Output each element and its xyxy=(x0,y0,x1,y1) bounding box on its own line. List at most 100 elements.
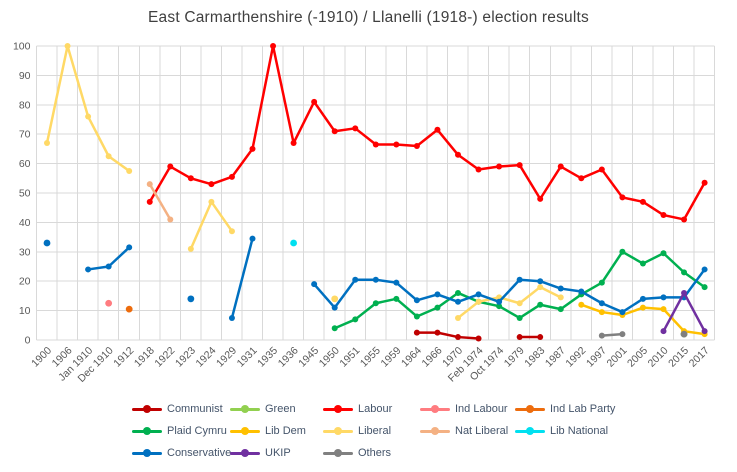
legend-label: Nat Liberal xyxy=(455,425,509,437)
data-point xyxy=(311,281,318,288)
data-point xyxy=(434,126,441,133)
y-tick-label: 10 xyxy=(19,305,31,317)
data-point xyxy=(85,266,92,273)
data-point xyxy=(352,125,359,132)
series-line xyxy=(312,268,706,314)
legend-item-conservative[interactable]: Conservative xyxy=(132,446,231,460)
data-point xyxy=(187,245,194,252)
data-point xyxy=(105,263,112,270)
y-axis-labels: 0 10 20 30 40 50 60 70 80 90 100 xyxy=(13,41,31,347)
series-ind-labour xyxy=(105,299,113,307)
legend-marker-icon xyxy=(241,449,249,457)
data-point xyxy=(249,145,256,152)
x-tick-label: 1951 xyxy=(337,345,362,370)
data-point xyxy=(639,260,646,267)
legend-swatch-labour xyxy=(323,405,353,413)
data-point xyxy=(413,313,420,320)
legend-label: Green xyxy=(265,403,296,415)
legend-label: Lib Dem xyxy=(265,425,306,437)
data-point xyxy=(557,285,564,292)
data-point xyxy=(660,294,667,301)
legend-label: Communist xyxy=(167,403,223,415)
data-point xyxy=(208,198,215,205)
series-line xyxy=(456,285,562,320)
data-point xyxy=(516,334,523,341)
legend-item-ind-labour[interactable]: Ind Labour xyxy=(420,402,508,416)
x-tick-label: 1997 xyxy=(584,345,609,370)
data-point xyxy=(126,167,133,174)
legend-swatch-ukip xyxy=(230,449,260,457)
legend-item-communist[interactable]: Communist xyxy=(132,402,223,416)
data-point xyxy=(701,266,708,273)
data-point xyxy=(475,166,482,173)
gridlines-horizontal xyxy=(36,45,715,341)
legend-item-ukip[interactable]: UKIP xyxy=(230,446,291,460)
data-point xyxy=(681,289,688,296)
data-point xyxy=(639,295,646,302)
series-labour xyxy=(146,43,708,223)
y-tick-label: 70 xyxy=(19,129,31,141)
x-tick-label: 1922 xyxy=(152,345,177,370)
data-point xyxy=(598,279,605,286)
data-point xyxy=(43,239,51,247)
series-ind-lab-party xyxy=(125,305,133,313)
legend-item-liberal[interactable]: Liberal xyxy=(323,424,391,438)
legend-item-green[interactable]: Green xyxy=(230,402,296,416)
data-point xyxy=(537,301,544,308)
data-point xyxy=(146,198,153,205)
series-others xyxy=(598,330,688,339)
legend-swatch-nat-liberal xyxy=(420,427,450,435)
x-tick-label: 1959 xyxy=(378,345,403,370)
legend-item-others[interactable]: Others xyxy=(323,446,391,460)
legend-marker-icon xyxy=(334,449,342,457)
data-point xyxy=(311,98,318,105)
legend-label: Ind Labour xyxy=(455,403,508,415)
x-tick-label: 1931 xyxy=(235,345,260,370)
series-communist xyxy=(413,329,544,342)
data-point xyxy=(290,140,297,147)
legend-swatch-ind-labour xyxy=(420,405,450,413)
series-line xyxy=(230,237,254,320)
legend-item-plaid-cymru[interactable]: Plaid Cymru xyxy=(132,424,227,438)
data-point xyxy=(249,235,256,242)
y-tick-label: 20 xyxy=(19,276,31,288)
data-point xyxy=(331,295,339,303)
data-point xyxy=(681,216,688,223)
legend-item-nat-liberal[interactable]: Nat Liberal xyxy=(420,424,508,438)
data-point xyxy=(496,163,503,170)
data-point xyxy=(516,276,523,283)
legend-label: Labour xyxy=(358,403,393,415)
legend-item-lib-dem[interactable]: Lib Dem xyxy=(230,424,306,438)
data-point xyxy=(578,301,585,308)
data-point xyxy=(598,332,605,339)
data-point xyxy=(516,162,523,169)
y-tick-label: 100 xyxy=(13,41,31,53)
data-point xyxy=(331,325,338,332)
data-point xyxy=(167,216,174,223)
legend-item-lib-national[interactable]: Lib National xyxy=(515,424,608,438)
x-tick-label: 1924 xyxy=(194,345,219,370)
data-point xyxy=(208,181,215,188)
legend-marker-icon xyxy=(334,427,342,435)
y-tick-label: 60 xyxy=(19,158,31,170)
data-point xyxy=(681,269,688,276)
legend-swatch-conservative xyxy=(132,449,162,457)
data-point xyxy=(372,276,379,283)
y-tick-label: 40 xyxy=(19,217,31,229)
data-point xyxy=(126,244,133,251)
x-tick-label: 1929 xyxy=(214,345,239,370)
series-line xyxy=(45,44,131,173)
data-point xyxy=(187,175,194,182)
legend-label: Plaid Cymru xyxy=(167,425,227,437)
data-point xyxy=(619,331,626,338)
data-point xyxy=(146,181,153,188)
data-point xyxy=(413,142,420,149)
data-point xyxy=(680,330,688,338)
legend-item-ind-lab-party[interactable]: Ind Lab Party xyxy=(515,402,615,416)
data-point xyxy=(413,329,420,336)
legend-item-labour[interactable]: Labour xyxy=(323,402,392,416)
series-conservative xyxy=(43,235,708,321)
data-point xyxy=(125,305,133,313)
y-tick-label: 90 xyxy=(19,70,31,82)
